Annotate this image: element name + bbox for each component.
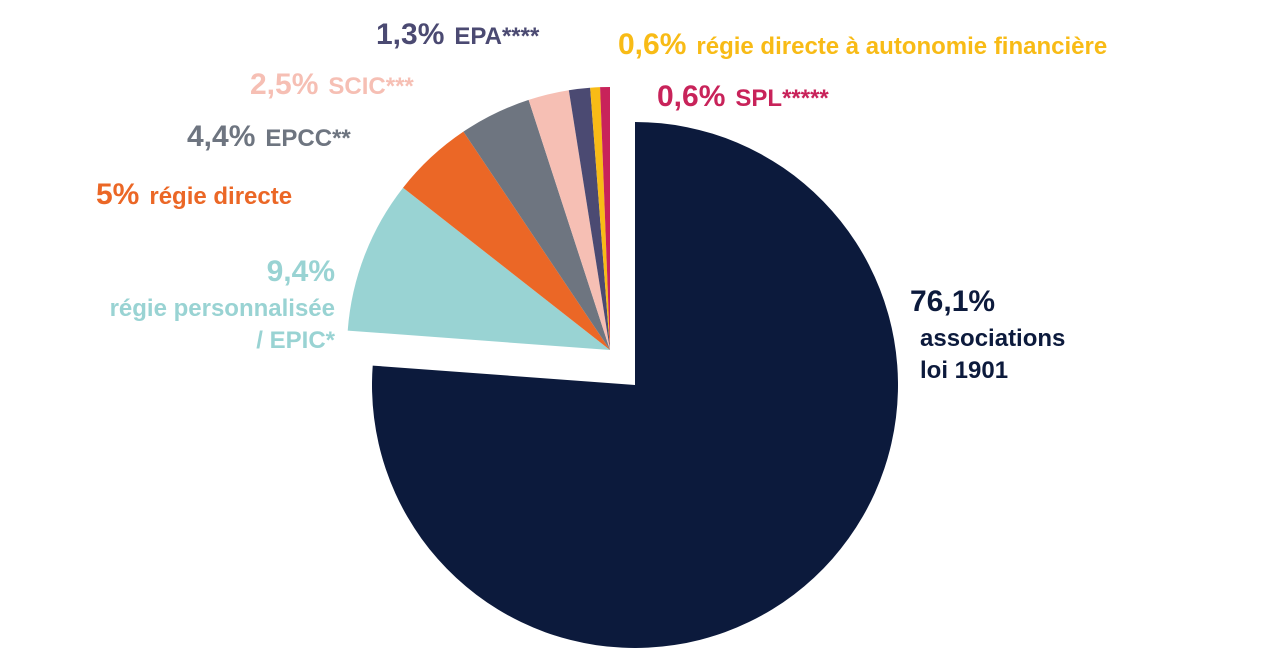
category-label: associations loi 1901 [920, 324, 1066, 384]
pie-slice [372, 122, 899, 648]
value-label: 1,3% [376, 18, 445, 51]
category-label: EPA**** [454, 23, 540, 50]
value-label: 4,4% [187, 120, 256, 153]
slice-label: 4,4% EPCC** [187, 117, 351, 158]
pie-slice [347, 187, 610, 350]
category-label: SCIC*** [328, 73, 414, 100]
category-label: EPCC** [265, 125, 351, 152]
pie-slice [528, 90, 610, 350]
category-label: régie directe à autonomie financière [696, 33, 1108, 60]
slice-label: 76,1% associations loi 1901 [910, 282, 1065, 387]
slice-label: 1,3% EPA**** [376, 15, 539, 56]
pie-slice [600, 87, 610, 350]
value-label: 9,4% [266, 255, 335, 288]
category-label: régie personnalisée / EPIC* [109, 294, 335, 354]
value-label: 76,1% [910, 285, 996, 318]
category-label: SPL***** [735, 85, 829, 112]
pie-slice [590, 87, 610, 350]
pie-slice [568, 87, 610, 350]
category-label: régie directe [149, 183, 293, 210]
slice-label: 2,5% SCIC*** [250, 65, 414, 106]
slice-label: 9,4% régie personnalisée / EPIC* [110, 252, 335, 357]
slice-label: 0,6% régie directe à autonomie financière [618, 25, 1107, 66]
pie-slice [463, 99, 610, 350]
value-label: 5% [96, 178, 140, 211]
slice-label: 5% régie directe [96, 175, 292, 216]
value-label: 0,6% [657, 80, 726, 113]
pie-slice [403, 131, 610, 350]
slice-label: 0,6% SPL***** [657, 77, 829, 118]
value-label: 2,5% [250, 68, 319, 101]
value-label: 0,6% [618, 28, 687, 61]
